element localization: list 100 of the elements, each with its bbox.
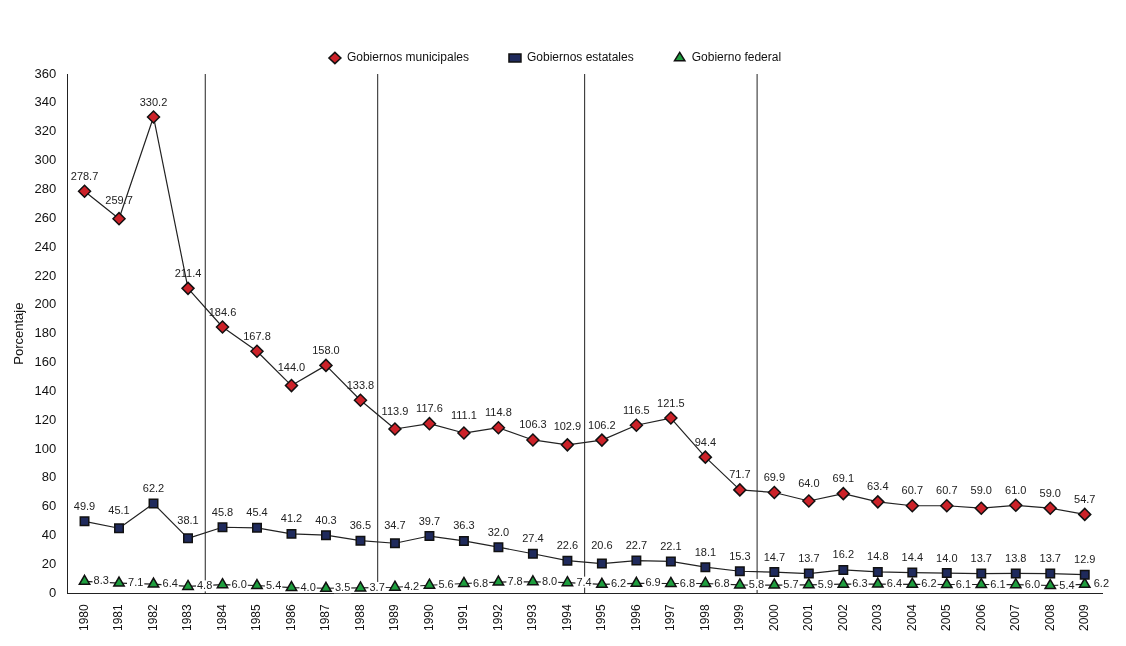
point xyxy=(320,530,331,541)
data-label: 27.4 xyxy=(522,532,544,545)
x-tick-label: 2008 xyxy=(1042,603,1057,632)
point xyxy=(491,420,506,435)
y-tick-label: 360 xyxy=(34,65,57,81)
x-tick-label: 1996 xyxy=(628,603,643,632)
x-tick-label: 2001 xyxy=(801,603,816,632)
point xyxy=(355,535,366,546)
data-label: 38.1 xyxy=(177,513,199,526)
point xyxy=(250,344,264,358)
x-tick-label: 1997 xyxy=(663,603,678,632)
data-label: 8.3 xyxy=(93,574,109,587)
point xyxy=(700,562,711,573)
data-label: 167.8 xyxy=(243,329,271,342)
point xyxy=(77,184,92,199)
data-label: 40.3 xyxy=(315,513,337,526)
data-label: 6.8 xyxy=(714,576,730,589)
data-label: 117.6 xyxy=(416,402,443,415)
point xyxy=(458,535,469,546)
legend-label: Gobiernos municipales xyxy=(346,50,469,65)
point xyxy=(251,522,262,533)
point xyxy=(181,281,195,296)
point xyxy=(733,483,747,497)
point xyxy=(526,433,540,447)
data-label: 18.1 xyxy=(694,545,717,558)
point xyxy=(906,577,919,589)
data-label: 102.9 xyxy=(553,420,582,433)
point xyxy=(320,581,332,593)
data-label: 60.7 xyxy=(936,484,958,497)
point xyxy=(216,577,229,589)
y-tick-label: 20 xyxy=(41,556,57,572)
point xyxy=(1009,498,1023,513)
point xyxy=(423,578,436,589)
data-label: 4.0 xyxy=(300,580,316,593)
point xyxy=(146,110,161,124)
point xyxy=(595,433,609,447)
y-tick-label: 280 xyxy=(34,180,57,196)
point xyxy=(285,580,298,592)
point xyxy=(424,531,435,542)
data-label: 6.8 xyxy=(472,576,489,589)
legend-label: Gobiernos estatales xyxy=(526,50,634,65)
point xyxy=(941,568,952,579)
y-tick-label: 180 xyxy=(34,325,57,341)
point xyxy=(940,498,954,513)
point xyxy=(802,578,815,589)
data-label: 36.5 xyxy=(349,519,372,532)
data-label: 36.3 xyxy=(453,519,475,532)
data-label: 22.1 xyxy=(660,539,682,552)
point xyxy=(768,578,781,589)
data-label: 6.0 xyxy=(1024,577,1041,590)
y-tick-label: 160 xyxy=(34,354,57,370)
data-label: 14.7 xyxy=(763,550,786,563)
data-label: 5.4 xyxy=(1059,578,1075,591)
data-label: 6.9 xyxy=(645,576,661,589)
data-label: 6.4 xyxy=(162,577,178,590)
point xyxy=(699,576,712,588)
point xyxy=(492,575,505,586)
data-label: 114.8 xyxy=(485,406,512,419)
point xyxy=(871,495,885,509)
data-label: 54.7 xyxy=(1074,492,1096,505)
point xyxy=(1044,578,1057,590)
data-label: 116.5 xyxy=(623,403,650,416)
data-label: 59.0 xyxy=(1039,486,1061,499)
point xyxy=(527,548,538,559)
point xyxy=(215,320,230,334)
data-label: 59.0 xyxy=(970,483,992,496)
x-tick-label: 2009 xyxy=(1077,603,1092,632)
y-tick-label: 320 xyxy=(34,123,57,139)
y-tick-label: 80 xyxy=(41,469,57,485)
data-label: 5.6 xyxy=(438,578,454,591)
data-label: 6.1 xyxy=(990,577,1006,590)
x-tick-label: 2002 xyxy=(835,603,850,632)
point xyxy=(1043,501,1058,515)
point xyxy=(389,538,400,549)
point xyxy=(493,542,504,553)
point xyxy=(422,416,437,431)
point xyxy=(388,422,402,436)
legend-label: Gobierno federal xyxy=(691,50,782,65)
x-tick-label: 1995 xyxy=(594,603,609,632)
point xyxy=(596,558,607,569)
data-label: 14.4 xyxy=(901,551,924,564)
point xyxy=(562,555,573,566)
point xyxy=(147,577,160,588)
x-tick-label: 2006 xyxy=(973,603,988,632)
point xyxy=(733,578,746,589)
data-label: 62.2 xyxy=(142,482,165,495)
data-label: 106.3 xyxy=(519,418,547,431)
y-tick-label: 240 xyxy=(34,238,57,254)
data-label: 13.7 xyxy=(1039,552,1061,565)
point xyxy=(457,576,470,588)
data-label: 121.5 xyxy=(657,396,685,409)
x-tick-label: 2003 xyxy=(870,603,885,632)
point xyxy=(114,523,125,534)
data-label: 5.4 xyxy=(265,578,282,591)
data-label: 13.7 xyxy=(970,552,992,565)
x-tick-label: 1988 xyxy=(352,603,367,632)
x-tick-label: 1981 xyxy=(111,603,126,632)
data-label: 5.9 xyxy=(817,577,834,590)
point xyxy=(319,358,333,373)
point xyxy=(560,438,575,452)
